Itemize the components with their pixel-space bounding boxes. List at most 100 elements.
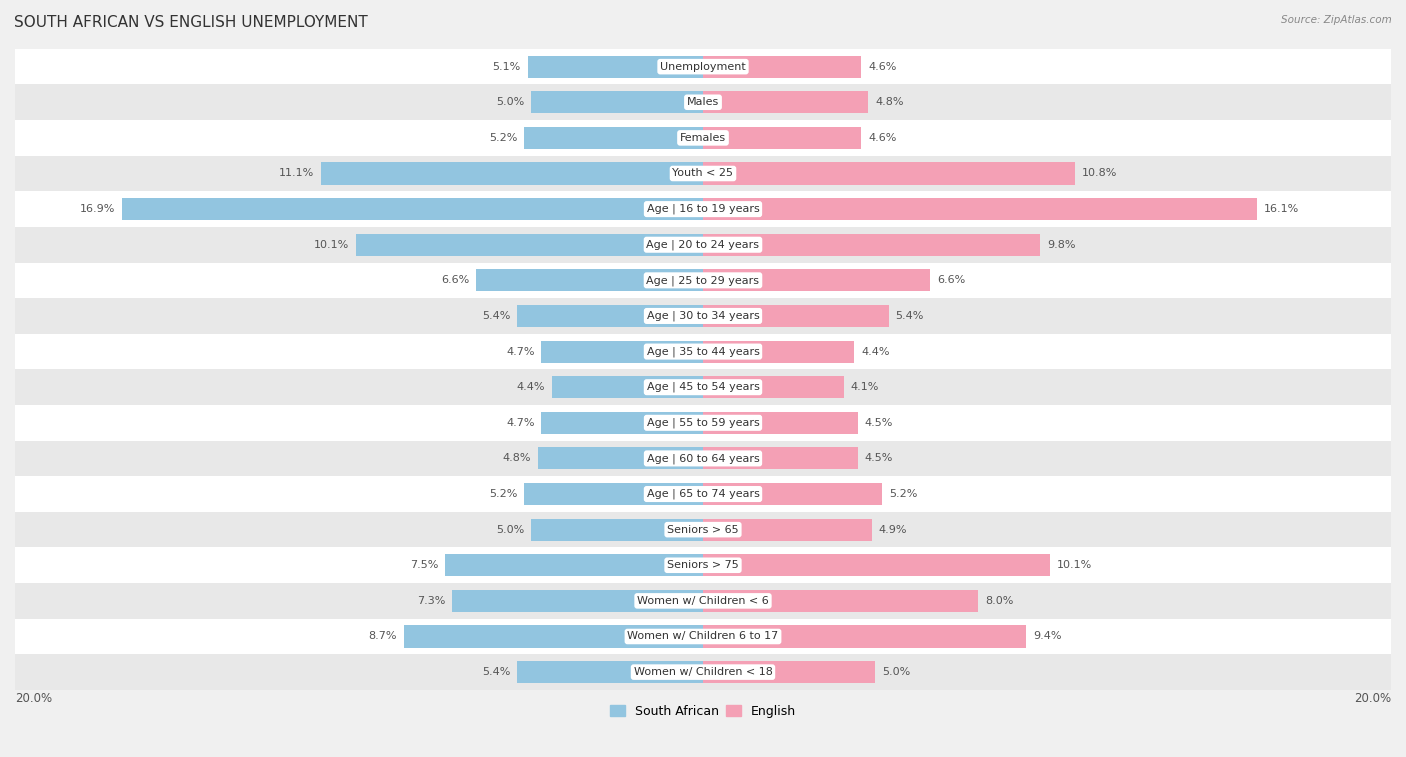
Bar [703, 92, 868, 114]
Bar [703, 234, 1040, 256]
Bar [15, 618, 1391, 654]
Text: 4.8%: 4.8% [875, 97, 904, 107]
Bar [703, 198, 1257, 220]
Text: 8.0%: 8.0% [986, 596, 1014, 606]
Bar [15, 227, 1391, 263]
Text: 4.5%: 4.5% [865, 453, 893, 463]
Text: 5.4%: 5.4% [482, 311, 510, 321]
Text: 4.6%: 4.6% [868, 133, 897, 143]
Text: Age | 25 to 29 years: Age | 25 to 29 years [647, 275, 759, 285]
Bar [15, 49, 1391, 85]
Text: 4.4%: 4.4% [862, 347, 890, 357]
Bar [703, 376, 844, 398]
Text: Age | 16 to 19 years: Age | 16 to 19 years [647, 204, 759, 214]
Bar [15, 298, 1391, 334]
Text: 4.4%: 4.4% [516, 382, 544, 392]
Bar [321, 163, 703, 185]
Bar [703, 412, 858, 434]
Bar [15, 334, 1391, 369]
Bar [524, 127, 703, 149]
Bar [703, 163, 1074, 185]
Text: 4.7%: 4.7% [506, 418, 534, 428]
Bar [531, 92, 703, 114]
Bar [15, 85, 1391, 120]
Text: Age | 55 to 59 years: Age | 55 to 59 years [647, 418, 759, 428]
Text: 6.6%: 6.6% [441, 276, 470, 285]
Text: 5.1%: 5.1% [492, 61, 520, 72]
Bar [527, 55, 703, 78]
Text: 5.0%: 5.0% [496, 525, 524, 534]
Bar [531, 519, 703, 540]
Bar [15, 512, 1391, 547]
Bar [404, 625, 703, 647]
Bar [551, 376, 703, 398]
Bar [703, 305, 889, 327]
Text: Age | 45 to 54 years: Age | 45 to 54 years [647, 382, 759, 392]
Bar [15, 156, 1391, 192]
Bar [517, 305, 703, 327]
Text: 4.7%: 4.7% [506, 347, 534, 357]
Text: Age | 65 to 74 years: Age | 65 to 74 years [647, 489, 759, 500]
Text: 4.8%: 4.8% [502, 453, 531, 463]
Bar [538, 447, 703, 469]
Bar [15, 369, 1391, 405]
Bar [703, 661, 875, 683]
Bar [703, 55, 862, 78]
Bar [15, 192, 1391, 227]
Text: Age | 35 to 44 years: Age | 35 to 44 years [647, 346, 759, 357]
Bar [15, 547, 1391, 583]
Text: 9.8%: 9.8% [1047, 240, 1076, 250]
Text: 4.6%: 4.6% [868, 61, 897, 72]
Bar [703, 341, 855, 363]
Text: 6.6%: 6.6% [936, 276, 965, 285]
Text: 16.1%: 16.1% [1264, 204, 1299, 214]
Bar [451, 590, 703, 612]
Text: 5.2%: 5.2% [489, 489, 517, 499]
Bar [15, 583, 1391, 618]
Text: 10.8%: 10.8% [1081, 169, 1116, 179]
Bar [15, 405, 1391, 441]
Text: Age | 60 to 64 years: Age | 60 to 64 years [647, 453, 759, 464]
Text: 20.0%: 20.0% [1354, 692, 1391, 705]
Text: Source: ZipAtlas.com: Source: ZipAtlas.com [1281, 15, 1392, 25]
Text: Women w/ Children 6 to 17: Women w/ Children 6 to 17 [627, 631, 779, 641]
Bar [703, 483, 882, 505]
Text: 4.5%: 4.5% [865, 418, 893, 428]
Text: 4.1%: 4.1% [851, 382, 879, 392]
Bar [703, 519, 872, 540]
Bar [703, 625, 1026, 647]
Bar [122, 198, 703, 220]
Bar [703, 447, 858, 469]
Bar [703, 269, 929, 291]
Text: Unemployment: Unemployment [661, 61, 745, 72]
Text: 5.0%: 5.0% [496, 97, 524, 107]
Bar [15, 263, 1391, 298]
Text: 10.1%: 10.1% [314, 240, 349, 250]
Text: Age | 20 to 24 years: Age | 20 to 24 years [647, 239, 759, 250]
Text: Males: Males [688, 97, 718, 107]
Text: 5.0%: 5.0% [882, 667, 910, 677]
Text: 10.1%: 10.1% [1057, 560, 1092, 570]
Bar [541, 341, 703, 363]
Bar [477, 269, 703, 291]
Text: 5.2%: 5.2% [489, 133, 517, 143]
Bar [541, 412, 703, 434]
Bar [15, 120, 1391, 156]
Text: 11.1%: 11.1% [278, 169, 315, 179]
Text: 5.2%: 5.2% [889, 489, 917, 499]
Text: 4.9%: 4.9% [879, 525, 907, 534]
Text: Women w/ Children < 18: Women w/ Children < 18 [634, 667, 772, 677]
Text: Females: Females [681, 133, 725, 143]
Text: 5.4%: 5.4% [482, 667, 510, 677]
Text: 7.3%: 7.3% [416, 596, 446, 606]
Text: 7.5%: 7.5% [409, 560, 439, 570]
Text: 5.4%: 5.4% [896, 311, 924, 321]
Bar [15, 654, 1391, 690]
Bar [703, 127, 862, 149]
Bar [356, 234, 703, 256]
Text: 16.9%: 16.9% [79, 204, 115, 214]
Text: 8.7%: 8.7% [368, 631, 396, 641]
Text: Seniors > 65: Seniors > 65 [668, 525, 738, 534]
Text: Women w/ Children < 6: Women w/ Children < 6 [637, 596, 769, 606]
Bar [703, 590, 979, 612]
